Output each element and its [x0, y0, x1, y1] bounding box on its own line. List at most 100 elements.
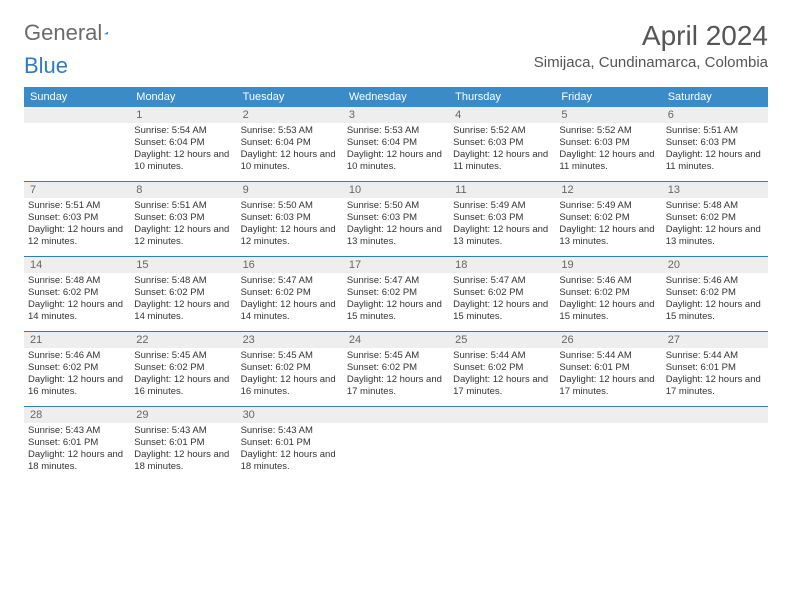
- date-number: 8: [130, 182, 236, 198]
- date-number-row: 78910111213: [24, 182, 768, 198]
- sunset-line: Sunset: 6:02 PM: [241, 362, 339, 374]
- day-header: Sunday: [24, 87, 130, 107]
- date-number: 16: [237, 257, 343, 273]
- date-number-row: 282930: [24, 407, 768, 423]
- day-cell: Sunrise: 5:52 AMSunset: 6:03 PMDaylight:…: [555, 123, 661, 181]
- date-number: 25: [449, 332, 555, 348]
- sunrise-line: Sunrise: 5:48 AM: [28, 275, 126, 287]
- sunrise-line: Sunrise: 5:53 AM: [347, 125, 445, 137]
- sunrise-line: Sunrise: 5:49 AM: [453, 200, 551, 212]
- date-number: 7: [24, 182, 130, 198]
- day-cell: Sunrise: 5:51 AMSunset: 6:03 PMDaylight:…: [662, 123, 768, 181]
- day-cell: Sunrise: 5:44 AMSunset: 6:01 PMDaylight:…: [662, 348, 768, 406]
- sunset-line: Sunset: 6:03 PM: [559, 137, 657, 149]
- sunrise-line: Sunrise: 5:47 AM: [347, 275, 445, 287]
- day-header: Tuesday: [237, 87, 343, 107]
- date-number-row: 14151617181920: [24, 257, 768, 273]
- date-number-row: 123456: [24, 107, 768, 123]
- sunset-line: Sunset: 6:04 PM: [134, 137, 232, 149]
- daylight-line: Daylight: 12 hours and 12 minutes.: [134, 224, 232, 248]
- sunrise-line: Sunrise: 5:54 AM: [134, 125, 232, 137]
- day-header: Wednesday: [343, 87, 449, 107]
- sunset-line: Sunset: 6:01 PM: [559, 362, 657, 374]
- day-cell: Sunrise: 5:43 AMSunset: 6:01 PMDaylight:…: [237, 423, 343, 481]
- sunset-line: Sunset: 6:02 PM: [134, 287, 232, 299]
- daylight-line: Daylight: 12 hours and 11 minutes.: [559, 149, 657, 173]
- daylight-line: Daylight: 12 hours and 15 minutes.: [347, 299, 445, 323]
- daylight-line: Daylight: 12 hours and 13 minutes.: [347, 224, 445, 248]
- date-number: 21: [24, 332, 130, 348]
- sunset-line: Sunset: 6:03 PM: [347, 212, 445, 224]
- date-number: 18: [449, 257, 555, 273]
- daylight-line: Daylight: 12 hours and 13 minutes.: [453, 224, 551, 248]
- calendar: SundayMondayTuesdayWednesdayThursdayFrid…: [24, 87, 768, 481]
- daylight-line: Daylight: 12 hours and 15 minutes.: [666, 299, 764, 323]
- sunrise-line: Sunrise: 5:52 AM: [559, 125, 657, 137]
- logo-text-1: General: [24, 20, 102, 46]
- day-cell: Sunrise: 5:44 AMSunset: 6:01 PMDaylight:…: [555, 348, 661, 406]
- date-number: 19: [555, 257, 661, 273]
- sunrise-line: Sunrise: 5:45 AM: [241, 350, 339, 362]
- date-number: 30: [237, 407, 343, 423]
- day-cell: Sunrise: 5:47 AMSunset: 6:02 PMDaylight:…: [449, 273, 555, 331]
- daylight-line: Daylight: 12 hours and 17 minutes.: [559, 374, 657, 398]
- title-block: April 2024 Simijaca, Cundinamarca, Colom…: [534, 20, 768, 71]
- date-number: 24: [343, 332, 449, 348]
- sunset-line: Sunset: 6:02 PM: [28, 287, 126, 299]
- day-cell: Sunrise: 5:48 AMSunset: 6:02 PMDaylight:…: [130, 273, 236, 331]
- sunset-line: Sunset: 6:01 PM: [666, 362, 764, 374]
- sunrise-line: Sunrise: 5:44 AM: [453, 350, 551, 362]
- sunrise-line: Sunrise: 5:46 AM: [666, 275, 764, 287]
- sunset-line: Sunset: 6:03 PM: [666, 137, 764, 149]
- date-number: 6: [662, 107, 768, 123]
- day-cell: Sunrise: 5:48 AMSunset: 6:02 PMDaylight:…: [24, 273, 130, 331]
- day-cell: [24, 123, 130, 181]
- daylight-line: Daylight: 12 hours and 17 minutes.: [347, 374, 445, 398]
- sunset-line: Sunset: 6:02 PM: [559, 212, 657, 224]
- day-cell: Sunrise: 5:54 AMSunset: 6:04 PMDaylight:…: [130, 123, 236, 181]
- sunrise-line: Sunrise: 5:51 AM: [666, 125, 764, 137]
- day-cell: Sunrise: 5:43 AMSunset: 6:01 PMDaylight:…: [24, 423, 130, 481]
- day-cell: Sunrise: 5:51 AMSunset: 6:03 PMDaylight:…: [24, 198, 130, 256]
- sunset-line: Sunset: 6:02 PM: [453, 362, 551, 374]
- date-number: [555, 407, 661, 423]
- day-header: Saturday: [662, 87, 768, 107]
- day-cell: Sunrise: 5:50 AMSunset: 6:03 PMDaylight:…: [343, 198, 449, 256]
- sunrise-line: Sunrise: 5:43 AM: [241, 425, 339, 437]
- week-row: Sunrise: 5:54 AMSunset: 6:04 PMDaylight:…: [24, 123, 768, 181]
- sunrise-line: Sunrise: 5:51 AM: [134, 200, 232, 212]
- day-header: Thursday: [449, 87, 555, 107]
- daylight-line: Daylight: 12 hours and 15 minutes.: [453, 299, 551, 323]
- day-cell: Sunrise: 5:53 AMSunset: 6:04 PMDaylight:…: [343, 123, 449, 181]
- daylight-line: Daylight: 12 hours and 14 minutes.: [134, 299, 232, 323]
- daylight-line: Daylight: 12 hours and 10 minutes.: [134, 149, 232, 173]
- date-number: [449, 407, 555, 423]
- date-number: 15: [130, 257, 236, 273]
- sunrise-line: Sunrise: 5:47 AM: [241, 275, 339, 287]
- day-cell: [343, 423, 449, 481]
- sunset-line: Sunset: 6:02 PM: [666, 287, 764, 299]
- sunrise-line: Sunrise: 5:44 AM: [666, 350, 764, 362]
- day-cell: Sunrise: 5:45 AMSunset: 6:02 PMDaylight:…: [130, 348, 236, 406]
- sunrise-line: Sunrise: 5:50 AM: [241, 200, 339, 212]
- sunset-line: Sunset: 6:03 PM: [134, 212, 232, 224]
- day-cell: Sunrise: 5:52 AMSunset: 6:03 PMDaylight:…: [449, 123, 555, 181]
- daylight-line: Daylight: 12 hours and 13 minutes.: [666, 224, 764, 248]
- daylight-line: Daylight: 12 hours and 12 minutes.: [28, 224, 126, 248]
- day-cell: Sunrise: 5:50 AMSunset: 6:03 PMDaylight:…: [237, 198, 343, 256]
- day-cell: [449, 423, 555, 481]
- daylight-line: Daylight: 12 hours and 11 minutes.: [453, 149, 551, 173]
- date-number: 29: [130, 407, 236, 423]
- sunset-line: Sunset: 6:03 PM: [453, 212, 551, 224]
- day-cell: Sunrise: 5:49 AMSunset: 6:03 PMDaylight:…: [449, 198, 555, 256]
- day-cell: Sunrise: 5:48 AMSunset: 6:02 PMDaylight:…: [662, 198, 768, 256]
- logo-triangle-icon: [104, 26, 108, 40]
- sunset-line: Sunset: 6:02 PM: [666, 212, 764, 224]
- sunset-line: Sunset: 6:01 PM: [28, 437, 126, 449]
- date-number-row: 21222324252627: [24, 332, 768, 348]
- date-number: 23: [237, 332, 343, 348]
- daylight-line: Daylight: 12 hours and 17 minutes.: [666, 374, 764, 398]
- week-row: Sunrise: 5:46 AMSunset: 6:02 PMDaylight:…: [24, 348, 768, 406]
- sunrise-line: Sunrise: 5:46 AM: [559, 275, 657, 287]
- sunset-line: Sunset: 6:02 PM: [28, 362, 126, 374]
